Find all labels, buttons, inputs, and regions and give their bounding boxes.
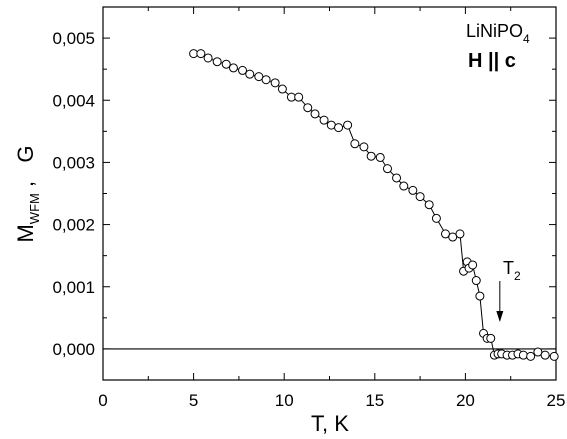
data-point <box>270 78 280 88</box>
data-point <box>221 59 231 69</box>
y-tick-label: 0,003 <box>52 153 95 172</box>
y-axis-label: MWFM , G <box>13 145 42 242</box>
data-point <box>261 75 271 85</box>
y-tick-label: 0,000 <box>52 340 95 359</box>
data-point <box>475 291 485 301</box>
data-point <box>408 185 418 195</box>
data-point <box>238 65 248 75</box>
y-tick-label: 0,004 <box>52 91 95 110</box>
transition-annotation: T2 <box>503 258 521 283</box>
y-tick-label: 0,002 <box>52 216 95 235</box>
x-tick-label: 25 <box>547 391 566 410</box>
data-point <box>471 276 481 286</box>
data-point <box>303 103 313 113</box>
data-point <box>366 151 376 161</box>
data-point <box>294 92 304 102</box>
data-point <box>518 350 528 360</box>
data-point <box>424 200 434 210</box>
svg-text:MWFM , G: MWFM , G <box>13 145 42 242</box>
data-point <box>415 192 425 202</box>
data-point <box>431 213 441 223</box>
transition-arrow <box>496 281 504 322</box>
data-point <box>310 109 320 119</box>
data-point <box>540 350 550 360</box>
data-point <box>486 333 496 343</box>
data-point <box>334 123 344 133</box>
x-tick-label: 20 <box>456 391 475 410</box>
y-axis-ticks: 0,000 0,001 0,002 0,003 0,004 0,005 <box>52 6 556 381</box>
data-point <box>468 260 478 270</box>
data-point <box>319 115 329 125</box>
x-tick-label: 10 <box>275 391 294 410</box>
data-point <box>549 351 559 361</box>
data-point <box>228 63 238 73</box>
data-point <box>343 120 353 130</box>
field-annotation: H || c <box>468 50 516 72</box>
x-axis-ticks: 0 5 10 15 20 25 <box>98 7 565 410</box>
material-annotation: LiNiPO4 <box>466 21 530 46</box>
data-point <box>359 142 369 152</box>
x-tick-label: 0 <box>98 391 107 410</box>
data-point <box>375 152 385 162</box>
data-point <box>526 351 536 361</box>
data-point <box>455 229 465 239</box>
data-point <box>203 53 213 63</box>
x-tick-label: 15 <box>365 391 384 410</box>
data-point <box>212 57 222 67</box>
y-tick-label: 0,005 <box>52 29 95 48</box>
data-points <box>189 49 559 361</box>
data-point <box>245 69 255 79</box>
data-point <box>392 173 402 183</box>
x-tick-label: 5 <box>189 391 198 410</box>
y-tick-label: 0,001 <box>52 278 95 297</box>
data-point <box>382 164 392 174</box>
arrow-head <box>496 311 504 322</box>
data-point <box>196 49 206 59</box>
data-point <box>350 139 360 149</box>
data-point <box>277 84 287 94</box>
data-point <box>399 181 409 191</box>
x-axis-label: T, K <box>311 411 349 436</box>
